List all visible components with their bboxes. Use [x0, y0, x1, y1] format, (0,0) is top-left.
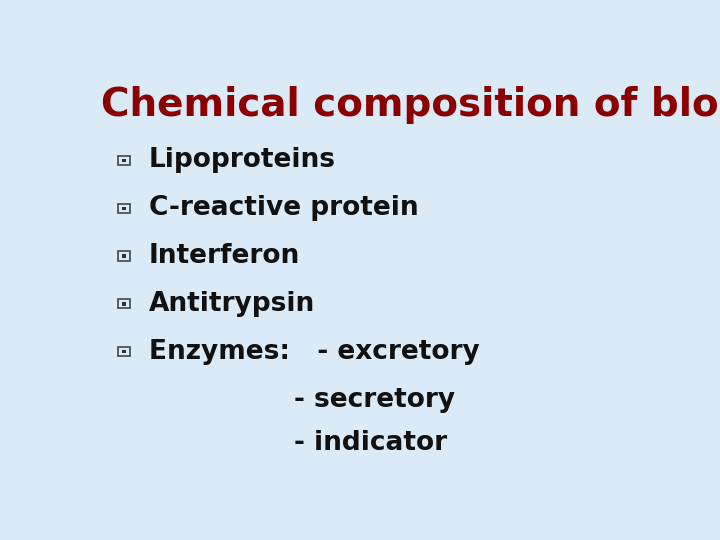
FancyBboxPatch shape [118, 299, 130, 308]
Text: Chemical composition of blood: Chemical composition of blood [101, 85, 720, 124]
Text: Enzymes:   - excretory: Enzymes: - excretory [148, 339, 480, 364]
FancyBboxPatch shape [122, 159, 126, 162]
FancyBboxPatch shape [122, 254, 126, 258]
FancyBboxPatch shape [118, 156, 130, 165]
Text: - indicator: - indicator [294, 430, 447, 456]
Text: Lipoproteins: Lipoproteins [148, 147, 336, 173]
Text: Antitrypsin: Antitrypsin [148, 291, 315, 317]
FancyBboxPatch shape [118, 347, 130, 356]
Text: Interferon: Interferon [148, 243, 300, 269]
Text: C-reactive protein: C-reactive protein [148, 195, 418, 221]
FancyBboxPatch shape [118, 204, 130, 213]
Text: - secretory: - secretory [294, 387, 455, 413]
FancyBboxPatch shape [122, 207, 126, 210]
FancyBboxPatch shape [118, 252, 130, 261]
FancyBboxPatch shape [122, 350, 126, 353]
FancyBboxPatch shape [122, 302, 126, 306]
